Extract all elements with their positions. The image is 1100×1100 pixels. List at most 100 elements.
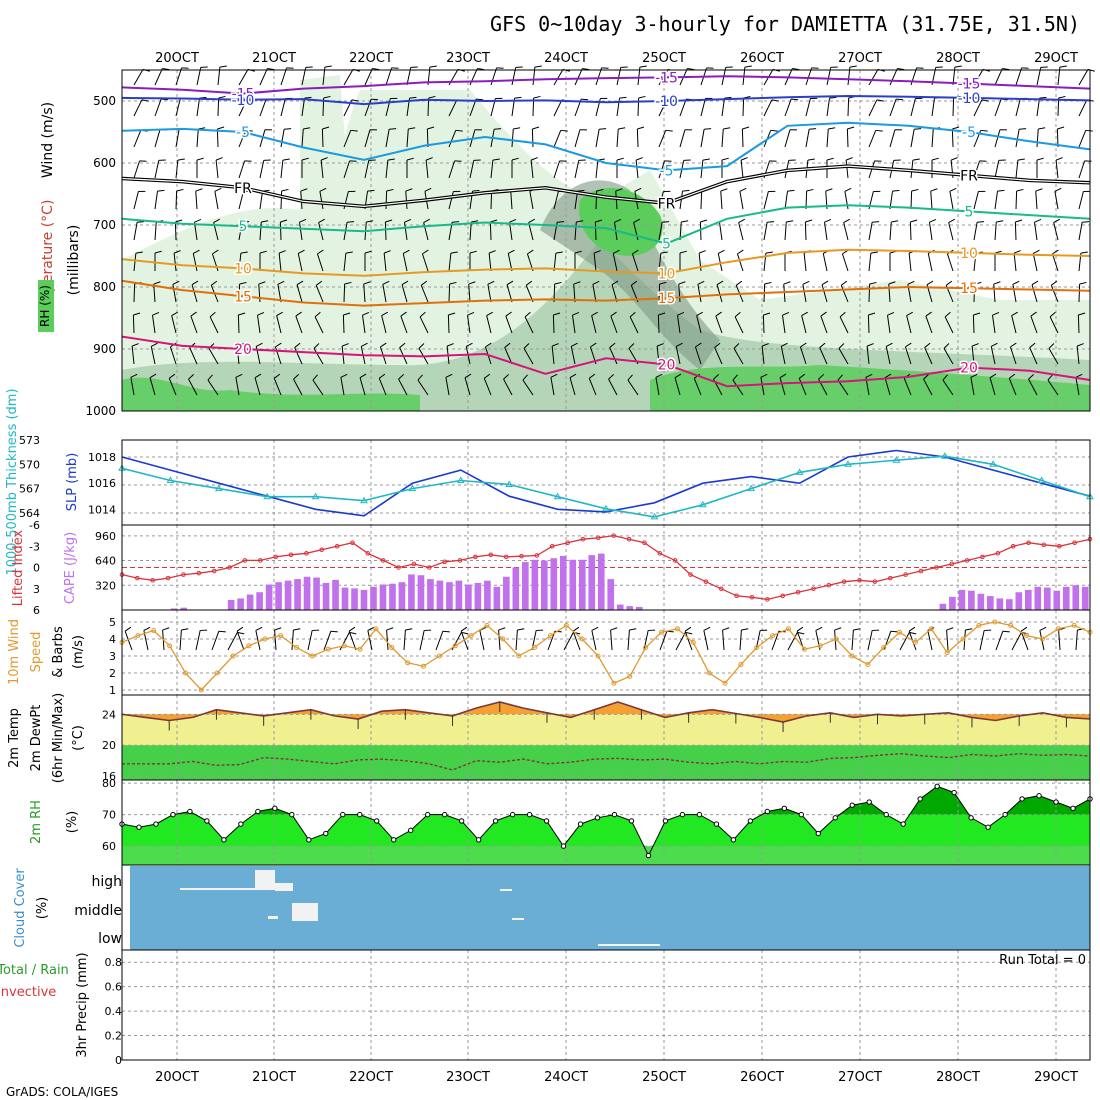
wind10m-axis-label: 10m Wind bbox=[7, 619, 22, 685]
wind-barb-flag bbox=[627, 374, 633, 381]
wind-barb bbox=[296, 284, 303, 303]
wind-barb bbox=[679, 191, 684, 210]
wind-barb-flag bbox=[994, 250, 1002, 254]
wind-barb-flag bbox=[424, 187, 432, 192]
wind-barb bbox=[823, 222, 828, 241]
wind-barb bbox=[973, 191, 979, 210]
wind-barb bbox=[273, 378, 282, 396]
cape-bar bbox=[284, 580, 292, 610]
bottom-date-tick: 20OCT bbox=[155, 1070, 199, 1085]
rh2m-marker bbox=[968, 815, 974, 821]
cape-bar bbox=[265, 584, 273, 610]
wind-barb-flag bbox=[508, 249, 515, 254]
wind-barb-flag bbox=[724, 96, 732, 99]
wind-barb-flag bbox=[929, 218, 937, 223]
wind-barb bbox=[364, 160, 370, 179]
wind-barb-flag bbox=[348, 626, 356, 632]
li-tick-label: 3 bbox=[33, 583, 40, 596]
wind-barb-flag bbox=[820, 311, 827, 317]
wind-barb-flag bbox=[925, 311, 932, 317]
contour-label: -5 bbox=[660, 163, 674, 179]
wind-barb bbox=[593, 253, 597, 272]
cape-bar bbox=[1024, 589, 1032, 610]
wind-barb bbox=[837, 379, 849, 396]
wind-barb-flag bbox=[427, 126, 435, 130]
wind-barb-flag bbox=[1082, 221, 1090, 223]
cape-bar bbox=[588, 555, 596, 610]
rh2m-marker bbox=[577, 821, 584, 827]
wind-barb-flag bbox=[344, 281, 352, 285]
wind-barb-flag bbox=[588, 373, 596, 379]
wind-barb-flag bbox=[1058, 95, 1066, 99]
wind-barb-flag bbox=[275, 342, 282, 348]
li-tick-label: -3 bbox=[29, 540, 40, 553]
wind-barb-flag bbox=[792, 68, 800, 71]
wind-barb-flag bbox=[734, 311, 741, 318]
wind-speed-marker bbox=[151, 628, 157, 633]
precip-axis-label: 3hr Precip (mm) bbox=[75, 952, 90, 1057]
pressure-tick-label: 800 bbox=[93, 280, 116, 294]
wind-barb bbox=[435, 631, 444, 651]
wind-barb bbox=[343, 69, 354, 86]
lifted-index-marker bbox=[872, 579, 878, 584]
wind-barb bbox=[301, 98, 306, 117]
wind-barb-flag bbox=[884, 373, 892, 379]
wind-barb-flag bbox=[190, 311, 197, 317]
lifted-index-marker bbox=[642, 540, 647, 546]
wind-barb bbox=[574, 160, 580, 179]
wind-barb-flag bbox=[613, 249, 620, 254]
wind-barb-flag bbox=[364, 250, 372, 254]
wind-barb-flag bbox=[257, 311, 265, 316]
bottom-date-tick: 24OCT bbox=[544, 1070, 588, 1085]
wind-barb-flag bbox=[991, 342, 998, 347]
contour-label: 10 bbox=[658, 266, 676, 282]
wind-barb-flag bbox=[471, 220, 479, 223]
lifted-index-marker bbox=[549, 543, 555, 549]
lifted-index-marker bbox=[626, 536, 632, 542]
cloud-background bbox=[130, 866, 1090, 950]
minmax-axis-label: (6hr Min/Max) bbox=[51, 693, 66, 783]
wind-barb-flag bbox=[909, 631, 917, 635]
thickness-marker bbox=[360, 496, 368, 504]
wind-barb bbox=[1029, 347, 1038, 365]
cape-bar bbox=[455, 580, 463, 610]
lifted-index-marker bbox=[334, 543, 340, 549]
thickness-marker bbox=[553, 492, 562, 500]
wind-barb-flag bbox=[490, 219, 498, 223]
cape-bar bbox=[351, 588, 358, 610]
wind-barb-flag bbox=[735, 280, 743, 286]
wind-barb-flag bbox=[276, 311, 284, 316]
wind-barb-flag bbox=[524, 311, 531, 318]
rh-area-green bbox=[579, 188, 663, 256]
wind-barb bbox=[259, 191, 264, 210]
rh2m-marker bbox=[526, 811, 533, 818]
wind-barb bbox=[133, 191, 139, 210]
wind-barb-flag bbox=[1038, 127, 1046, 130]
lifted-index-marker bbox=[1010, 543, 1016, 549]
wind-barb bbox=[403, 222, 408, 241]
wind-barb bbox=[995, 631, 1004, 651]
wind-barb-flag bbox=[681, 220, 689, 223]
wind-barb-flag bbox=[770, 129, 778, 132]
wind-barb bbox=[658, 99, 668, 117]
wind-barb-flag bbox=[387, 158, 395, 161]
wind-barb-flag bbox=[398, 373, 405, 380]
precip-tick-label: 0.6 bbox=[105, 981, 123, 994]
wind-barb bbox=[190, 315, 198, 334]
cape-bar bbox=[949, 596, 956, 610]
wind-speed-marker bbox=[436, 653, 442, 659]
slp-line bbox=[121, 449, 1091, 517]
wind-barb bbox=[151, 315, 156, 334]
cape-bar bbox=[170, 608, 178, 610]
cape-bar bbox=[227, 599, 235, 610]
wind-barb bbox=[133, 253, 137, 272]
wind-barb-flag bbox=[596, 188, 604, 192]
wind-barb-flag bbox=[638, 95, 646, 99]
wind-barb bbox=[739, 191, 744, 210]
wind-barb bbox=[716, 284, 723, 303]
wind-barb-flag bbox=[366, 220, 374, 223]
cloud-block bbox=[268, 916, 278, 919]
wind-barb-flag bbox=[948, 218, 956, 223]
wind-barb-flag bbox=[574, 250, 582, 254]
wind-barb-flag bbox=[514, 96, 522, 99]
